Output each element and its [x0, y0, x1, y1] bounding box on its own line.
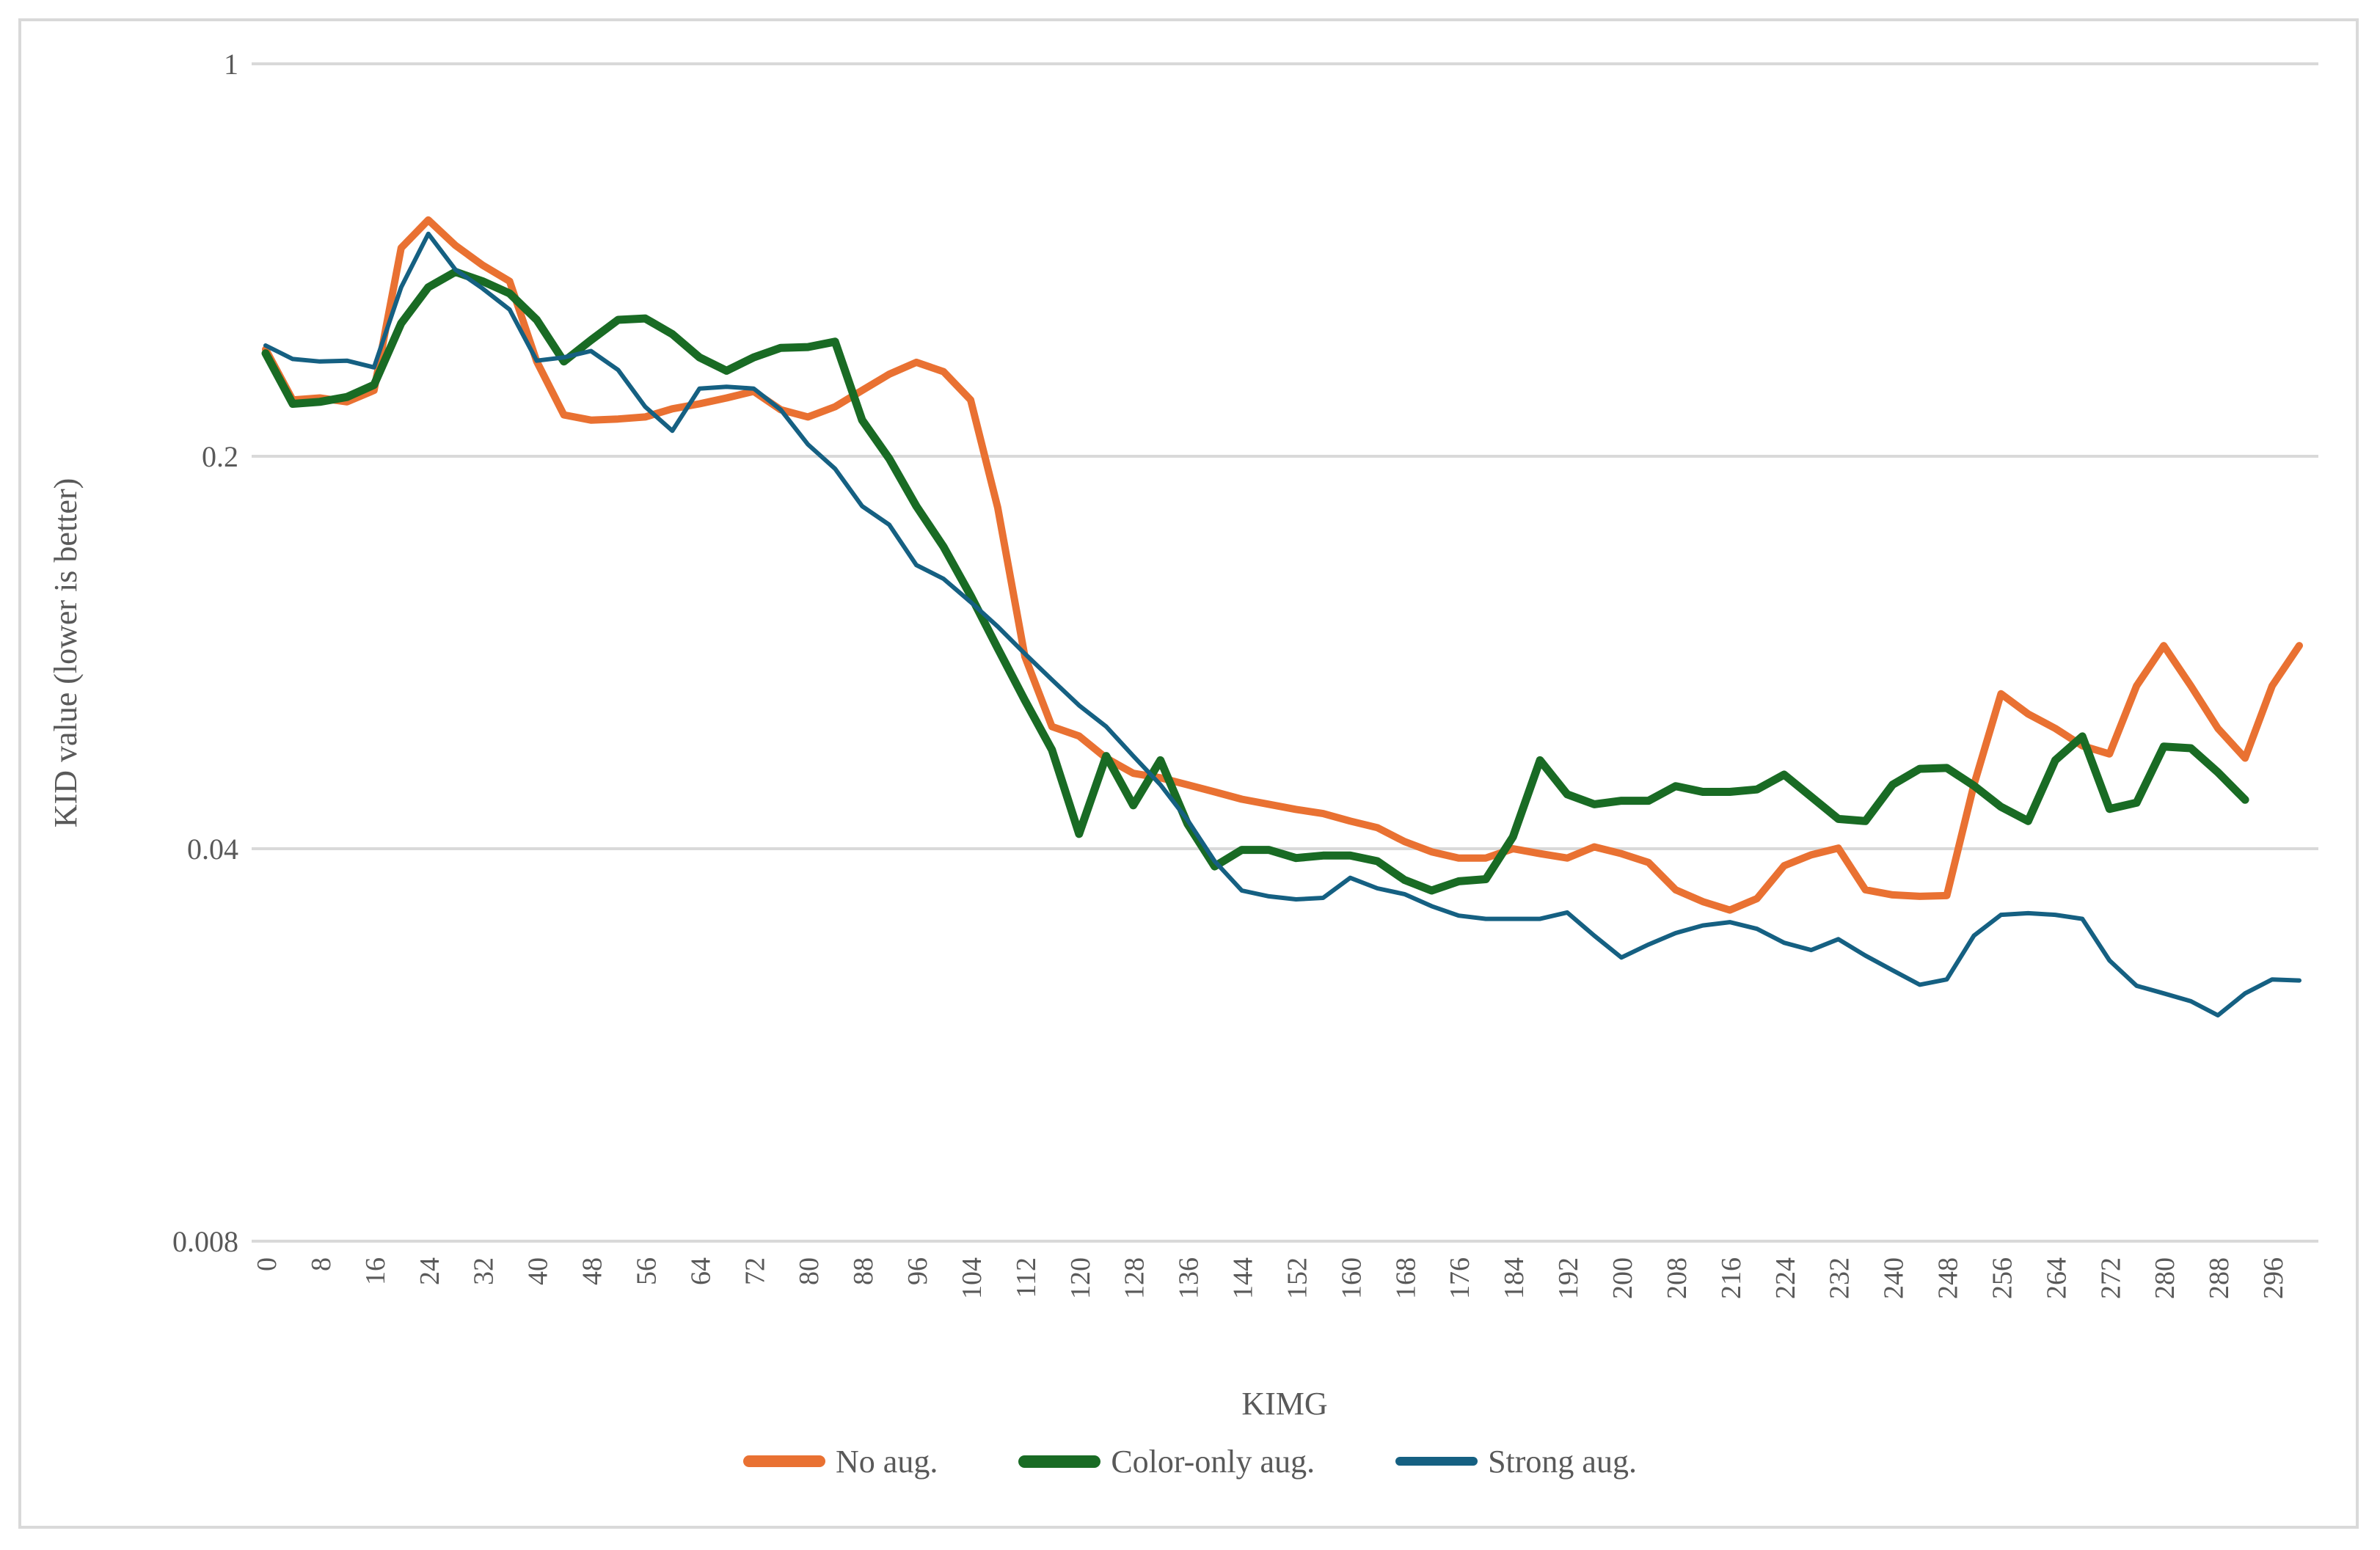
series-line-no-aug [262, 216, 2303, 914]
x-tick-label: 8 [306, 1257, 337, 1271]
x-tick-label: 128 [1120, 1257, 1150, 1299]
x-tick-label: 288 [2204, 1257, 2235, 1299]
x-tick-label: 16 [360, 1257, 391, 1285]
x-tick-label: 48 [577, 1257, 608, 1285]
x-tick-label: 88 [848, 1257, 879, 1285]
gridlines [252, 62, 2318, 1243]
x-tick-label: 152 [1282, 1257, 1313, 1299]
x-tick-label: 120 [1065, 1257, 1096, 1299]
x-tick-label: 24 [415, 1257, 445, 1285]
legend-label: No aug. [836, 1443, 938, 1480]
x-tick-label: 160 [1336, 1257, 1367, 1299]
x-tick-label: 272 [2095, 1257, 2126, 1299]
legend-label: Color-only aug. [1111, 1443, 1315, 1480]
x-tick-label: 56 [631, 1257, 662, 1285]
series-line-color-only-aug [261, 268, 2249, 895]
x-tick-label: 64 [685, 1257, 716, 1285]
x-tick-label: 0 [252, 1257, 282, 1271]
legend-swatch [1395, 1457, 1478, 1466]
legend-item-no-aug: No aug. [743, 1443, 938, 1480]
x-tick-label: 112 [1011, 1257, 1042, 1298]
x-tick-label: 32 [469, 1257, 500, 1285]
x-tick-label: 280 [2150, 1257, 2180, 1299]
legend-swatch [743, 1455, 826, 1467]
x-tick-label: 256 [1987, 1257, 2018, 1299]
legend-item-color-only-aug: Color-only aug. [1018, 1443, 1315, 1480]
x-tick-label: 224 [1770, 1257, 1801, 1299]
x-tick-label: 208 [1662, 1257, 1693, 1299]
legend-item-strong-aug: Strong aug. [1395, 1443, 1637, 1480]
x-tick-label: 40 [523, 1257, 554, 1285]
series-line-strong-aug [263, 231, 2301, 1018]
chart-legend: No aug. Color-only aug. Strong aug. [0, 1432, 2380, 1491]
x-tick-label: 192 [1553, 1257, 1584, 1299]
y-axis-title: KID value (lower is better) [48, 478, 84, 827]
chart-border [18, 18, 2359, 1529]
x-tick-label: 96 [902, 1257, 933, 1285]
legend-label: Strong aug. [1488, 1443, 1637, 1480]
x-tick-label: 80 [794, 1257, 825, 1285]
legend-swatch [1018, 1455, 1101, 1468]
x-tick-label: 248 [1933, 1257, 1964, 1299]
series-lines [261, 216, 2303, 1018]
x-tick-label: 264 [2041, 1257, 2072, 1299]
x-axis-title: KIMG [1241, 1386, 1327, 1422]
x-axis-tick-labels: 0 8 16 24 32 40 48 56 64 72 80 88 96 104 112 120 128 136 1… [252, 1257, 2289, 1299]
x-tick-label: 176 [1445, 1257, 1475, 1299]
x-tick-label: 104 [957, 1257, 988, 1299]
y-tick-label: 0.04 [187, 833, 238, 866]
x-tick-label: 184 [1499, 1257, 1530, 1299]
x-tick-label: 144 [1228, 1257, 1259, 1299]
x-tick-label: 136 [1174, 1257, 1205, 1299]
y-tick-label: 0.008 [172, 1225, 238, 1258]
x-tick-label: 216 [1716, 1257, 1747, 1299]
x-tick-label: 232 [1825, 1257, 1855, 1299]
x-tick-label: 200 [1607, 1257, 1638, 1299]
y-axis-tick-labels: 1 0.2 0.04 0.008 [172, 48, 238, 1258]
y-tick-label: 1 [224, 48, 238, 81]
x-tick-label: 296 [2258, 1257, 2289, 1299]
x-tick-label: 72 [740, 1257, 770, 1285]
x-tick-label: 240 [1879, 1257, 1910, 1299]
y-tick-label: 0.2 [202, 440, 238, 473]
x-tick-label: 168 [1390, 1257, 1421, 1299]
